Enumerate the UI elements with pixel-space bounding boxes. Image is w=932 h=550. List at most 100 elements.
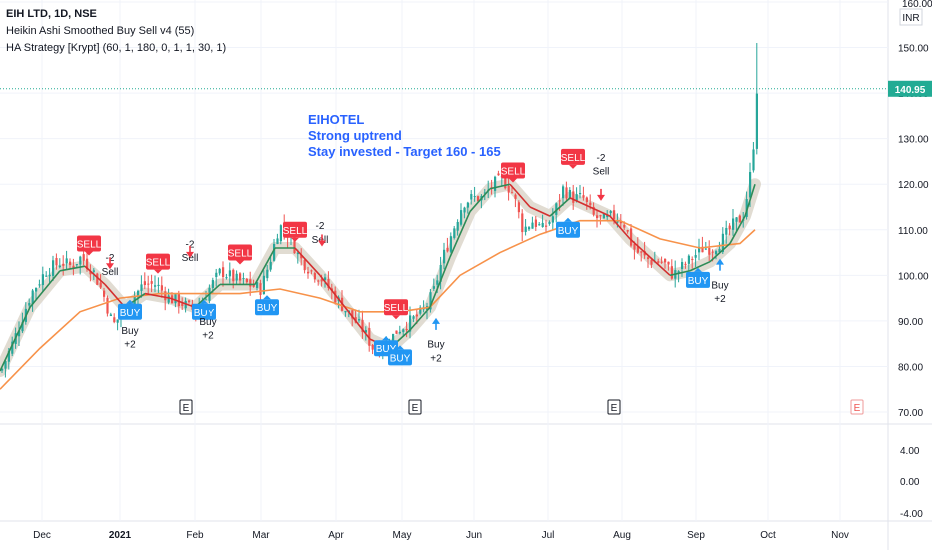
candle-body: [293, 235, 296, 254]
earnings-marker: [607, 399, 621, 415]
candle-body: [647, 257, 650, 260]
candle-body: [188, 300, 191, 303]
time-tick-label: May: [393, 530, 412, 541]
candle-body: [735, 217, 738, 222]
candle-body: [670, 266, 673, 279]
candle-body: [174, 294, 177, 304]
candle-body: [256, 282, 259, 288]
candle-body: [296, 252, 299, 255]
indicator-1-label[interactable]: Heikin Ashi Smoothed Buy Sell v4 (55): [6, 25, 195, 37]
candle-body: [708, 248, 711, 255]
candle-body: [225, 277, 228, 279]
candle-body: [650, 260, 653, 265]
candle-body: [205, 299, 208, 301]
candle-body: [534, 219, 537, 227]
ha-line-segment: [59, 265, 86, 272]
candle-body: [568, 190, 571, 198]
ha-line-segment: [409, 306, 431, 331]
candle-body: [504, 178, 507, 189]
candle-body: [715, 251, 718, 255]
price-axis: 150.00140.00130.00120.00110.00100.0090.0…: [888, 0, 932, 520]
buy-label-text: BUY: [688, 276, 709, 287]
candle-body: [82, 254, 85, 261]
buy-signal: BUY: [556, 217, 580, 238]
sell-label-text: SELL: [501, 167, 526, 178]
candle-body: [694, 255, 697, 258]
candle-body: [728, 225, 731, 230]
sell-label-box: [77, 235, 101, 252]
annotation-line-1: EIHOTEL: [308, 112, 365, 127]
candle-body: [711, 251, 714, 253]
symbol-title[interactable]: EIH LTD, 1D, NSE: [6, 8, 97, 20]
candle-body: [721, 233, 724, 252]
sell-label-box: [283, 221, 307, 238]
time-tick-label: Oct: [760, 530, 776, 541]
sell-label-box: [146, 253, 170, 270]
ha-line-segment: [0, 306, 31, 372]
buy-pointer: [382, 336, 390, 341]
candle-body: [630, 228, 633, 246]
indicator-lines: [0, 183, 756, 390]
signal-text: +2: [714, 294, 726, 305]
candle-body: [344, 310, 347, 313]
candle-body: [704, 248, 707, 250]
candle-body: [235, 273, 238, 281]
signal-text: -2: [316, 221, 325, 232]
ha-line-segment: [194, 283, 221, 308]
chart-annotation: EIHOTEL Strong uptrend Stay invested - T…: [308, 112, 501, 160]
time-tick-label: Jun: [466, 530, 482, 541]
sell-arrow-head: [106, 263, 114, 270]
candle-body: [633, 244, 636, 250]
candle-body: [232, 269, 235, 282]
candle-body: [249, 279, 252, 287]
ha-line-segment: [84, 265, 106, 286]
legend: EIH LTD, 1D, NSE Heikin Ashi Smoothed Bu…: [6, 6, 226, 57]
candle-body: [524, 226, 527, 232]
buy-label-text: BUY: [376, 344, 397, 355]
time-axis: Dec 2021 Feb Mar Apr May Jun Jul Aug Sep Oct Nov: [33, 530, 849, 541]
candle-body: [351, 310, 354, 319]
candle-body: [732, 218, 735, 230]
candle-body: [313, 273, 316, 280]
candle-body: [507, 185, 510, 193]
candle-body: [154, 285, 157, 287]
sell-signal: SELL: [77, 235, 102, 256]
candle-body: [460, 210, 463, 225]
oscillator-tick-label: 0.00: [900, 477, 920, 488]
indicator-2-label[interactable]: HA Strategy [Krypt] (60, 1, 180, 0, 1, 1…: [6, 42, 227, 54]
ha-line-segment: [319, 274, 346, 308]
buy-label-box: [255, 299, 279, 316]
candle-body: [456, 222, 459, 231]
candle-body: [320, 279, 323, 282]
candle-body: [99, 282, 102, 288]
price-tick-label: 70.00: [898, 408, 923, 419]
sell-pointer: [154, 269, 162, 274]
candle-body: [55, 257, 58, 266]
candle-body: [317, 280, 320, 282]
candle-body: [409, 315, 412, 332]
candle-body: [92, 270, 95, 272]
candle-body: [664, 258, 667, 263]
candle-body: [555, 203, 558, 215]
candle-body: [252, 284, 255, 287]
candle-body: [395, 330, 398, 334]
candle-body: [222, 267, 225, 277]
candle-body: [18, 330, 21, 337]
sell-signal: SELL: [146, 253, 171, 274]
candle-body: [752, 149, 755, 171]
candle-body: [565, 187, 568, 199]
earnings-marker-label: E: [412, 403, 419, 414]
ha-line-segment: [489, 183, 511, 190]
sell-label-text: SELL: [283, 226, 308, 237]
candle-body: [1, 368, 4, 371]
candle-body: [439, 265, 442, 282]
signal-text: Buy: [427, 340, 444, 351]
candle-body: [58, 265, 61, 268]
candle-body: [446, 247, 449, 252]
buy-pointer: [694, 267, 702, 272]
candle-body: [21, 322, 24, 332]
candle-body: [514, 194, 517, 199]
price-tick-label: 90.00: [898, 317, 923, 328]
ha-line-segment: [169, 297, 196, 308]
